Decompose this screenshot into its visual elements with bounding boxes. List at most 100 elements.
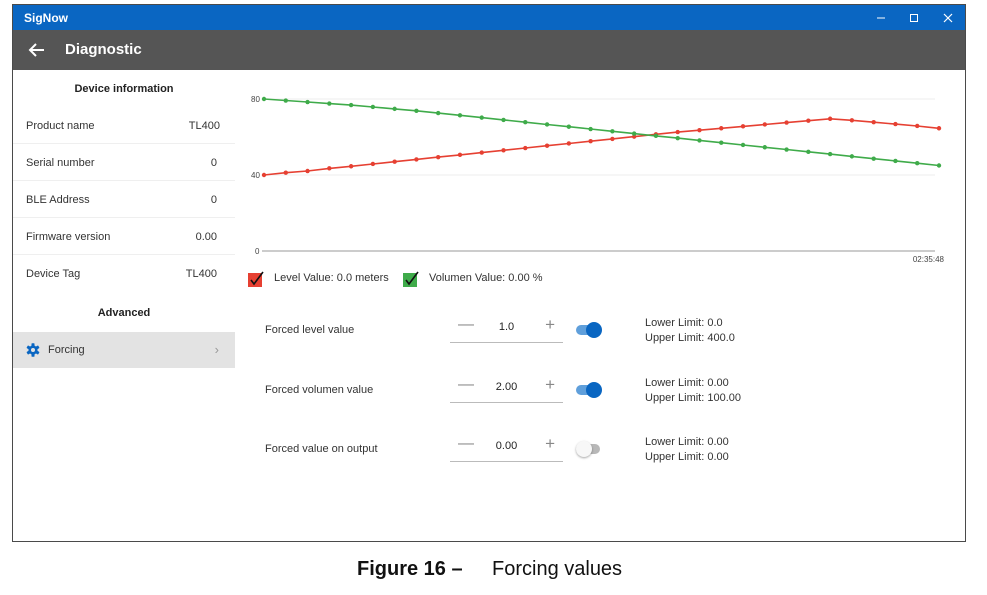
data-point [348, 102, 354, 108]
info-row-device-tag: Device Tag TL400 [13, 255, 235, 292]
app-title: SigNow [24, 11, 68, 25]
forced-label: Forced volumen value [265, 384, 374, 396]
data-point [740, 142, 746, 148]
data-point [261, 172, 267, 178]
data-point [936, 163, 942, 168]
forced-output-toggle[interactable] [576, 440, 602, 458]
forced-volumen-toggle[interactable] [576, 381, 602, 399]
title-bar: SigNow [13, 5, 965, 30]
close-icon [943, 13, 953, 22]
info-value: 0 [210, 157, 217, 169]
forced-output-stepper[interactable]: — 0.00 + [450, 431, 563, 462]
data-point [610, 129, 615, 134]
stepper-value[interactable]: 2.00 [495, 381, 518, 393]
data-point [283, 170, 288, 175]
info-label: Device Tag [26, 268, 81, 280]
data-point [588, 138, 593, 144]
info-value: 0 [210, 194, 217, 206]
info-label: BLE Address [26, 194, 90, 206]
data-point [523, 119, 528, 125]
limits-text: Lower Limit: 0.00 Upper Limit: 100.00 [645, 376, 741, 406]
info-label: Serial number [26, 157, 95, 169]
forced-level-toggle[interactable] [576, 321, 602, 339]
back-arrow-icon[interactable] [25, 38, 49, 62]
data-point [414, 108, 419, 113]
data-point [675, 135, 680, 141]
data-point [849, 154, 855, 159]
increment-button[interactable]: + [545, 315, 555, 334]
data-point [501, 148, 506, 153]
series-line-1 [263, 98, 940, 167]
sidebar-item-forcing[interactable]: Forcing › [13, 332, 235, 368]
stepper-value[interactable]: 1.0 [498, 321, 515, 333]
y-tick-label: 0 [255, 247, 260, 256]
y-tick-label: 80 [251, 95, 260, 104]
data-point [457, 113, 463, 118]
series-line-0 [263, 117, 940, 176]
data-point [370, 161, 376, 167]
minimize-icon [877, 17, 885, 18]
stepper-value[interactable]: 0.00 [495, 440, 518, 452]
info-label: Product name [26, 120, 95, 132]
limits-text: Lower Limit: 0.00 Upper Limit: 0.00 [645, 435, 729, 465]
data-point [261, 96, 267, 102]
data-point [523, 145, 528, 151]
close-button[interactable] [931, 5, 965, 30]
forced-level-stepper[interactable]: — 1.0 + [450, 312, 563, 343]
decrement-button[interactable]: — [458, 435, 474, 452]
minimize-button[interactable] [864, 5, 898, 30]
data-point [370, 104, 376, 110]
legend-level-value[interactable]: Level Value: 0.0 meters [248, 270, 389, 287]
forced-output-row: Forced value on output — 0.00 + Lower Li… [235, 429, 965, 489]
info-row-product-name: Product name TL400 [13, 107, 235, 144]
info-value: TL400 [188, 120, 220, 132]
data-point [305, 168, 310, 174]
forced-level-row: Forced level value — 1.0 + Lower Limit: … [235, 310, 965, 370]
sidebar: Device information Product name TL400 Se… [13, 70, 235, 541]
data-point [544, 122, 550, 127]
app-window: SigNow Diagnostic Device information Pro… [12, 4, 966, 542]
data-point [719, 140, 724, 145]
upper-limit: Upper Limit: 100.00 [645, 392, 741, 404]
info-row-ble-address: BLE Address 0 [13, 181, 235, 218]
forced-label: Forced level value [265, 324, 355, 336]
main-panel: 80 40 0 02:35:48 Level Value: 0.0 meters [235, 70, 965, 541]
data-point [457, 152, 463, 158]
data-point [827, 116, 833, 121]
decrement-button[interactable]: — [458, 316, 474, 333]
legend-label: Level Value: 0.0 meters [274, 272, 389, 284]
data-point [610, 136, 615, 142]
info-value: TL400 [185, 268, 217, 280]
limits-text: Lower Limit: 0.0 Upper Limit: 400.0 [645, 316, 735, 346]
decrement-button[interactable]: — [458, 376, 474, 393]
upper-limit: Upper Limit: 0.00 [645, 451, 729, 463]
legend-swatch [403, 271, 419, 287]
forced-label: Forced value on output [265, 443, 378, 455]
data-point [305, 99, 310, 105]
data-point [806, 118, 811, 123]
data-point [631, 131, 637, 136]
data-point [631, 134, 637, 139]
forced-volumen-stepper[interactable]: — 2.00 + [450, 372, 563, 403]
data-point [566, 124, 572, 129]
data-point [806, 149, 811, 155]
data-point [936, 126, 942, 131]
forced-volumen-row: Forced volumen value — 2.00 + Lower Limi… [235, 370, 965, 430]
increment-button[interactable]: + [545, 434, 555, 453]
legend-volumen-value[interactable]: Volumen Value: 0.00 % [403, 270, 543, 287]
data-point [915, 123, 920, 129]
data-point [479, 115, 484, 120]
data-point [915, 161, 920, 166]
legend-swatch [248, 271, 264, 287]
legend-label: Volumen Value: 0.00 % [429, 272, 543, 284]
increment-button[interactable]: + [545, 375, 555, 394]
lower-limit: Lower Limit: 0.00 [645, 377, 729, 389]
data-point [392, 159, 397, 164]
upper-limit: Upper Limit: 400.0 [645, 332, 735, 344]
maximize-button[interactable] [897, 5, 931, 30]
data-point [871, 119, 876, 125]
y-tick-label: 40 [251, 171, 260, 180]
page-title: Diagnostic [65, 41, 142, 58]
data-point [479, 150, 484, 155]
data-point [327, 101, 332, 106]
